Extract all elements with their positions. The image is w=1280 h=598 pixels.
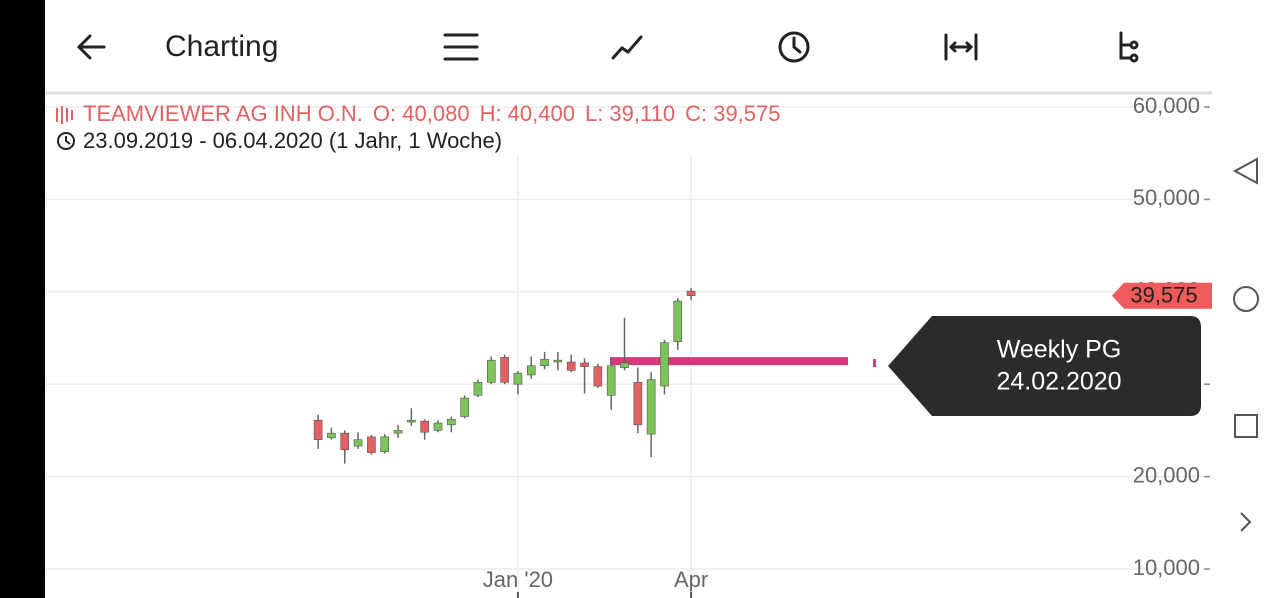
left-edge	[0, 0, 45, 598]
range-button[interactable]	[944, 33, 978, 61]
candle-body	[633, 382, 643, 426]
candle-body	[393, 430, 403, 434]
clock-hand	[65, 136, 71, 145]
y-tick-label: 50,000	[1133, 185, 1200, 210]
tooltip-label: Weekly PG	[997, 336, 1122, 364]
candle-body	[407, 419, 416, 423]
candle-icon	[56, 106, 73, 124]
candle-body	[420, 420, 429, 433]
nav-bar	[1212, 0, 1280, 598]
nav-home[interactable]	[1233, 286, 1259, 312]
candle-body	[673, 300, 683, 342]
candle-body	[686, 290, 696, 297]
chart-header: TEAMVIEWER AG INH O.N. O: 40,080 H: 40,400…	[83, 101, 781, 126]
candle-body	[460, 397, 469, 417]
candle-body	[553, 359, 563, 363]
candle-body	[473, 382, 483, 396]
ohlc-label: O: 40,080	[373, 101, 470, 126]
candle-body	[447, 419, 456, 426]
candle-body	[526, 365, 536, 376]
nav-recents[interactable]	[1234, 414, 1258, 438]
chart-subtitle: 23.09.2019 - 06.04.2020 (1 Jahr, 1 Woche…	[83, 128, 502, 153]
last-price-label: 39,575	[1130, 283, 1197, 308]
candle-body	[486, 359, 496, 383]
app-bar	[45, 0, 1212, 93]
candle-body	[433, 422, 443, 431]
ohlc-label: H: 40,400	[480, 101, 575, 126]
candle-body	[340, 432, 350, 451]
x-tick-label: Apr	[674, 567, 708, 592]
candle-body	[580, 362, 589, 367]
level-tooltip	[888, 316, 1201, 416]
candle-body	[367, 436, 376, 453]
y-tick-label: 10,000	[1133, 555, 1200, 580]
candle-body	[606, 365, 616, 396]
interval-button[interactable]	[778, 31, 810, 63]
indicator-button[interactable]	[1119, 31, 1139, 63]
candle-body	[327, 432, 336, 439]
nav-back[interactable]	[1232, 157, 1258, 185]
ohlc-label: C: 39,575	[685, 101, 780, 126]
nav-more[interactable]	[1240, 512, 1252, 532]
instrument-name: TEAMVIEWER AG INH O.N.	[83, 101, 363, 126]
x-tick-label: Jan '20	[483, 567, 553, 592]
candle-body	[380, 436, 390, 452]
app-title: Charting	[165, 30, 278, 63]
candle-body	[620, 362, 629, 368]
back-button[interactable]	[76, 34, 106, 60]
candle-body	[660, 342, 669, 387]
candle-body	[566, 361, 576, 371]
candle-body	[353, 439, 363, 447]
candle-body	[513, 372, 523, 385]
menu-button[interactable]	[443, 33, 479, 61]
clock-icon	[57, 132, 75, 150]
candle-body	[500, 357, 509, 383]
candle-body	[540, 358, 549, 367]
candle-body	[646, 379, 656, 435]
candle-body	[313, 419, 323, 440]
ohlc-label: L: 39,110	[585, 101, 675, 126]
last-price-tag	[1112, 282, 1212, 309]
tooltip-date: 24.02.2020	[996, 368, 1121, 396]
y-tick-label: 60,000	[1133, 93, 1200, 118]
chart-type-button[interactable]	[611, 35, 643, 60]
candle-body	[593, 366, 603, 387]
y-tick-label: 20,000	[1133, 462, 1200, 487]
